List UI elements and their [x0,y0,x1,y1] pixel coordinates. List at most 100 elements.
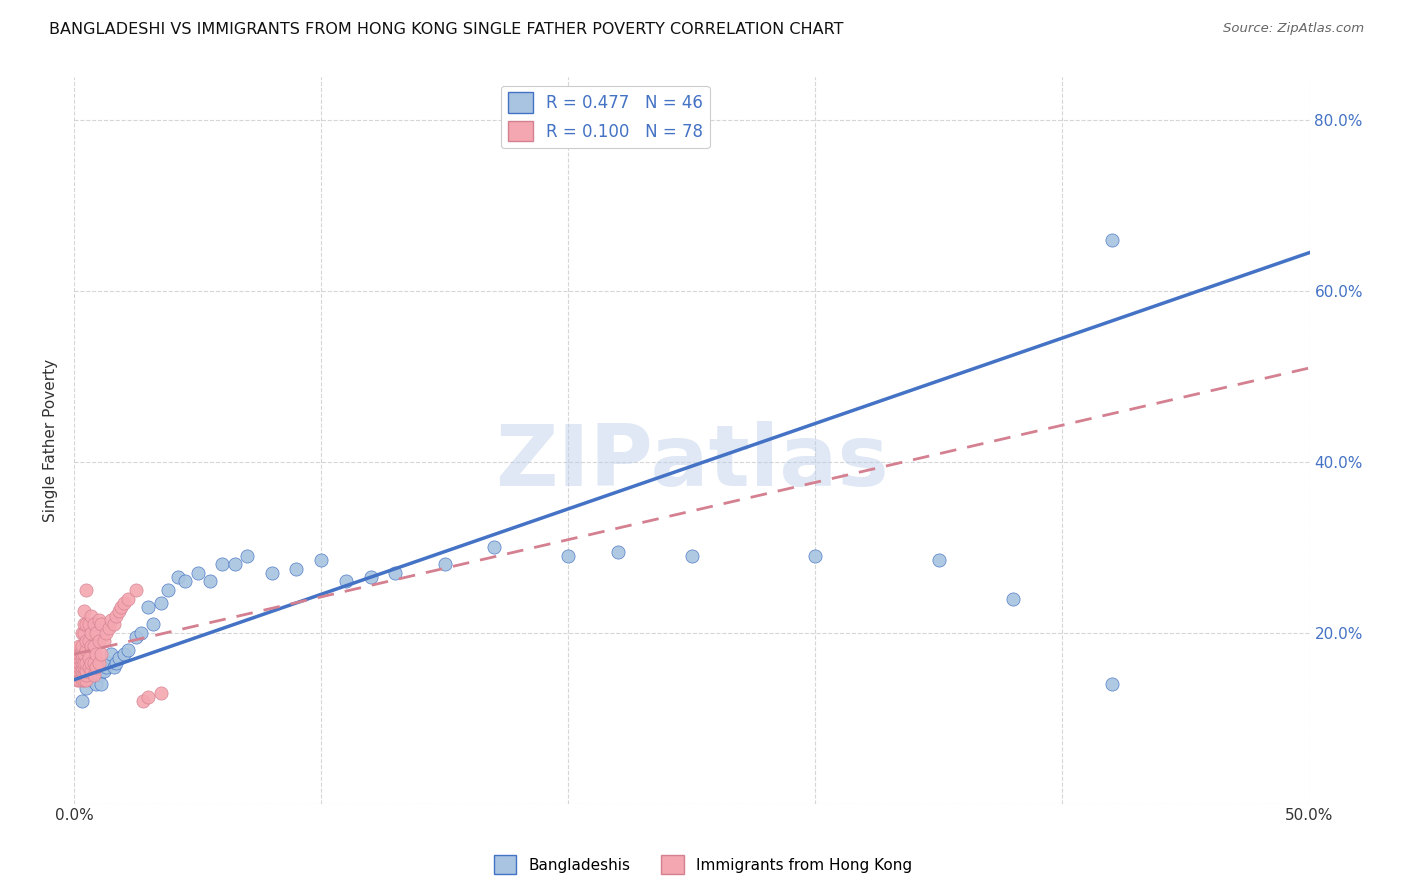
Point [260,566,283,580]
Point [70,673,93,687]
Point [70,643,93,657]
Point [67,651,90,665]
Point [67,668,90,682]
Point [198,574,221,589]
Point [77,634,100,648]
Point [73,673,96,687]
Point [125,630,148,644]
Point [75,617,97,632]
Point [73,647,96,661]
Point [75,668,97,682]
Point [100,613,122,627]
Point [80,664,103,678]
Point [83,639,105,653]
Point [75,656,97,670]
Text: BANGLADESHI VS IMMIGRANTS FROM HONG KONG SINGLE FATHER POVERTY CORRELATION CHART: BANGLADESHI VS IMMIGRANTS FROM HONG KONG… [49,22,844,37]
Point [83,617,105,632]
Point [149,596,172,610]
Point [112,647,135,661]
Point [87,656,110,670]
Point [107,604,129,618]
Point [557,549,579,563]
Point [117,643,139,657]
Point [70,664,93,678]
Text: Source: ZipAtlas.com: Source: ZipAtlas.com [1223,22,1364,36]
Point [1001,591,1024,606]
Point [75,643,97,657]
Point [67,673,90,687]
Point [90,617,112,632]
Point [142,617,165,632]
Point [96,660,118,674]
Point [65,664,87,678]
Point [65,668,87,682]
Point [73,660,96,674]
Point [83,668,105,682]
Point [75,634,97,648]
Point [482,541,505,555]
Point [167,570,190,584]
Point [90,677,112,691]
Point [73,617,96,632]
Point [149,685,172,699]
Point [83,656,105,670]
Point [86,677,108,691]
Point [309,553,332,567]
Point [80,625,103,640]
Point [129,625,152,640]
Point [93,634,115,648]
Point [606,544,628,558]
Point [77,660,100,674]
Point [105,608,128,623]
Point [73,625,96,640]
Point [1101,233,1123,247]
Point [75,673,97,687]
Point [70,668,93,682]
Point [681,549,703,563]
Point [73,668,96,682]
Point [156,582,179,597]
Point [73,604,96,618]
Point [804,549,827,563]
Point [90,647,112,661]
Point [65,660,87,674]
Text: ZIPatlas: ZIPatlas [495,421,889,504]
Point [86,660,108,674]
Point [433,558,456,572]
Point [87,660,110,674]
Point [117,591,139,606]
Point [70,647,93,661]
Point [103,660,125,674]
Point [384,566,406,580]
Point [360,570,382,584]
Point [110,600,132,615]
Point [285,562,308,576]
Point [112,596,135,610]
Point [87,613,110,627]
Point [80,656,103,670]
Point [105,656,128,670]
Point [75,681,97,696]
Point [65,656,87,670]
Point [107,651,129,665]
Point [86,625,108,640]
Point [73,656,96,670]
Point [67,660,90,674]
Y-axis label: Single Father Poverty: Single Father Poverty [44,359,58,522]
Point [236,549,259,563]
Point [125,582,148,597]
Point [65,651,87,665]
Point [93,664,115,678]
Point [70,656,93,670]
Point [136,690,159,704]
Point [80,608,103,623]
Point [224,558,246,572]
Point [103,617,125,632]
Point [67,643,90,657]
Point [75,664,97,678]
Point [65,673,87,687]
Point [65,647,87,661]
Point [87,668,110,682]
Point [97,622,120,636]
Point [67,639,90,653]
